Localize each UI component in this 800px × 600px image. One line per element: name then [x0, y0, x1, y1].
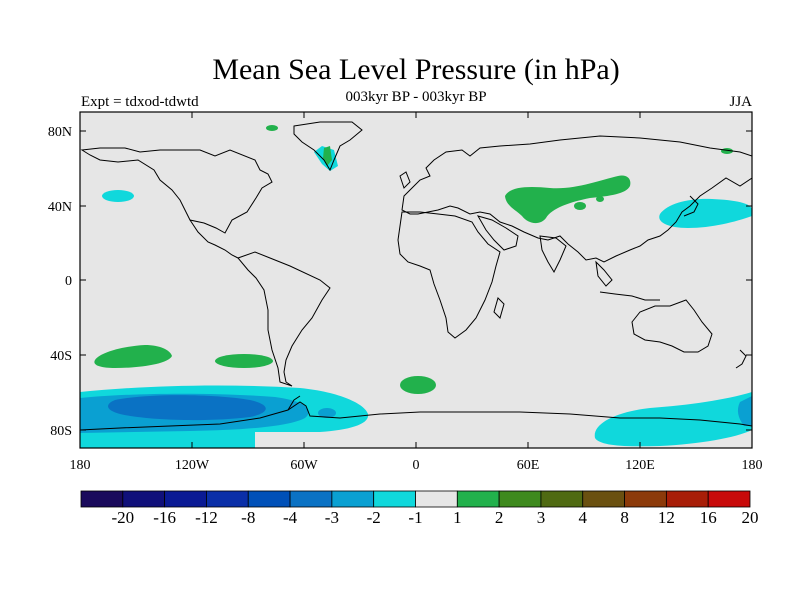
coast-madagascar: [493, 297, 505, 319]
colorbar-label: 16: [700, 508, 717, 527]
colorbar-swatch: [582, 490, 625, 508]
anomaly-green-tibet: [574, 202, 586, 210]
anomaly-green-china: [596, 196, 604, 202]
coast-australia: [631, 299, 713, 353]
colorbar-swatch: [498, 490, 542, 508]
colorbar-swatch: [289, 490, 333, 508]
colorbar-label: -20: [111, 508, 134, 527]
lon-label-120w: 120W: [175, 458, 210, 473]
colorbar-swatch: [665, 490, 709, 508]
lon-label-180e: 180: [742, 458, 763, 473]
coast-central-america: [189, 219, 239, 259]
anomaly-cyan-western-pacific: [659, 198, 752, 228]
colorbar-swatch: [624, 490, 667, 508]
colorbar-label: 12: [658, 508, 675, 527]
colorbar-swatch: [456, 490, 500, 508]
colorbar-swatch: [206, 490, 249, 508]
coast-africa: [397, 211, 501, 339]
coast-indonesia: [599, 291, 660, 301]
anomaly-cyan-small-spot: [318, 408, 336, 418]
lat-label-80s: 80S: [50, 424, 72, 439]
colorbar-swatch: [540, 490, 584, 508]
anomaly-green-greenland-coast: [323, 146, 332, 166]
colorbar-swatch: [247, 490, 291, 508]
colorbar-label: -4: [283, 508, 298, 527]
lat-ticks: [80, 130, 752, 431]
colorbar-swatch: [122, 490, 166, 508]
colorbar-label: -2: [367, 508, 381, 527]
coast-arabia: [476, 215, 519, 251]
coast-india: [539, 235, 567, 274]
colorbar-label: 20: [742, 508, 759, 527]
lat-label-40s: 40S: [50, 349, 72, 364]
coast-southeast-asia: [595, 260, 613, 287]
colorbar-swatch: [707, 490, 751, 508]
anomaly-lightblue-pacific-southern: [737, 396, 752, 426]
lat-label-0: 0: [65, 274, 72, 289]
anomaly-green-south-atlantic-west: [215, 354, 273, 368]
anomaly-blue-southern-ocean: [108, 395, 266, 421]
coast-japan: [683, 195, 699, 217]
coast-south-america: [237, 251, 331, 387]
coast-north-america: [80, 147, 273, 234]
page-title: Mean Sea Level Pressure (in hPa): [212, 53, 620, 86]
colorbar-swatch: [415, 490, 458, 508]
colorbar-swatch: [164, 490, 207, 508]
coast-uk: [399, 171, 411, 189]
coast-antarctic-peninsula: [287, 395, 301, 411]
colorbar-label: 2: [495, 508, 504, 527]
colorbar-label: -12: [195, 508, 218, 527]
anomaly-cyan-north-pacific: [102, 190, 134, 202]
coast-new-zealand: [735, 349, 747, 369]
coastlines: [80, 121, 752, 431]
colorbar-label: -3: [325, 508, 339, 527]
coast-greenland: [293, 121, 363, 172]
lat-label-80n: 80N: [48, 125, 72, 140]
coast-europe-asia: [401, 135, 752, 263]
anomaly-green-central-asia: [505, 175, 631, 224]
colorbar-label: -8: [241, 508, 255, 527]
colorbar-label: 8: [620, 508, 629, 527]
colorbar-swatch: [80, 490, 124, 508]
lon-label-180w: 180: [70, 458, 91, 473]
anomaly-cyan-bottom-right: [648, 424, 692, 440]
colorbar-label: 1: [453, 508, 462, 527]
coast-antarctica: [80, 401, 752, 431]
lon-label-60e: 60E: [517, 458, 540, 473]
page-subtitle: 003kyr BP - 003kyr BP: [345, 89, 487, 105]
map-panel: [80, 112, 752, 448]
anomaly-green-south-atlantic-east: [400, 376, 436, 394]
experiment-label: Expt = tdxod-tdwtd: [81, 94, 199, 110]
colorbar-label: 4: [579, 508, 588, 527]
colorbar-label: 3: [537, 508, 546, 527]
lat-label-40n: 40N: [48, 200, 72, 215]
colorbar-label: -16: [153, 508, 176, 527]
colorbar-label: -1: [408, 508, 422, 527]
colorbar: -20 -16 -12 -8 -4 -3 -2 -1 1 2 3 4 8 12 16 20: [80, 490, 759, 527]
anomaly-green-arctic-greenland: [266, 125, 278, 131]
lon-label-60w: 60W: [290, 458, 318, 473]
colorbar-swatch: [331, 490, 375, 508]
lon-label-120e: 120E: [625, 458, 655, 473]
lon-ticks: [79, 112, 753, 448]
season-label: JJA: [729, 94, 752, 110]
lon-label-0: 0: [413, 458, 420, 473]
colorbar-swatch: [373, 490, 416, 508]
anomaly-green-south-pacific: [94, 345, 172, 368]
